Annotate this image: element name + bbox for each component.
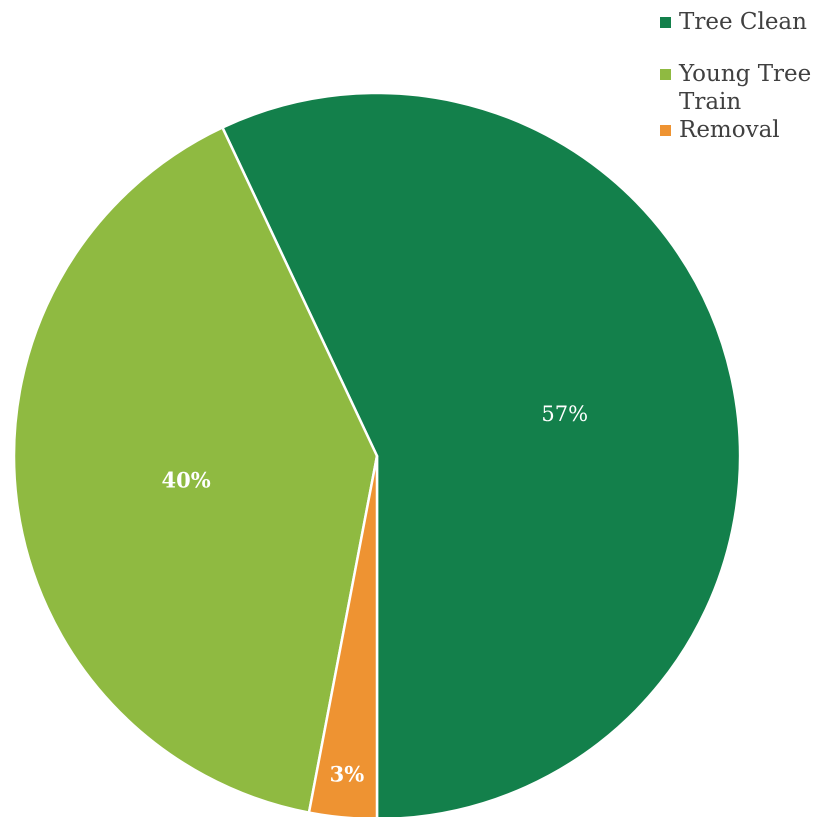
pie-slice-tree-clean <box>221 91 742 817</box>
pie-slice-removal <box>307 454 379 817</box>
legend-label-young-tree-train: Young Tree Train <box>679 61 812 115</box>
legend-swatch-tree-clean <box>660 17 671 28</box>
legend-swatch-young-tree-train <box>660 69 671 80</box>
data-label-removal: 3% <box>330 762 365 787</box>
legend-label-tree-clean: Tree Clean <box>679 9 807 35</box>
legend-item-young-tree-train: Young Tree Train <box>660 60 817 116</box>
legend-item-removal: Removal <box>660 116 817 144</box>
legend-label-removal: Removal <box>679 117 780 143</box>
pie-slice-young-tree-train <box>12 126 379 814</box>
chart-legend: Tree Clean Young Tree Train Removal <box>660 8 817 144</box>
legend-item-tree-clean: Tree Clean <box>660 8 817 36</box>
legend-swatch-removal <box>660 125 671 136</box>
data-label-tree-clean: 57% <box>541 402 588 426</box>
data-label-young-tree-train: 40% <box>162 468 211 493</box>
